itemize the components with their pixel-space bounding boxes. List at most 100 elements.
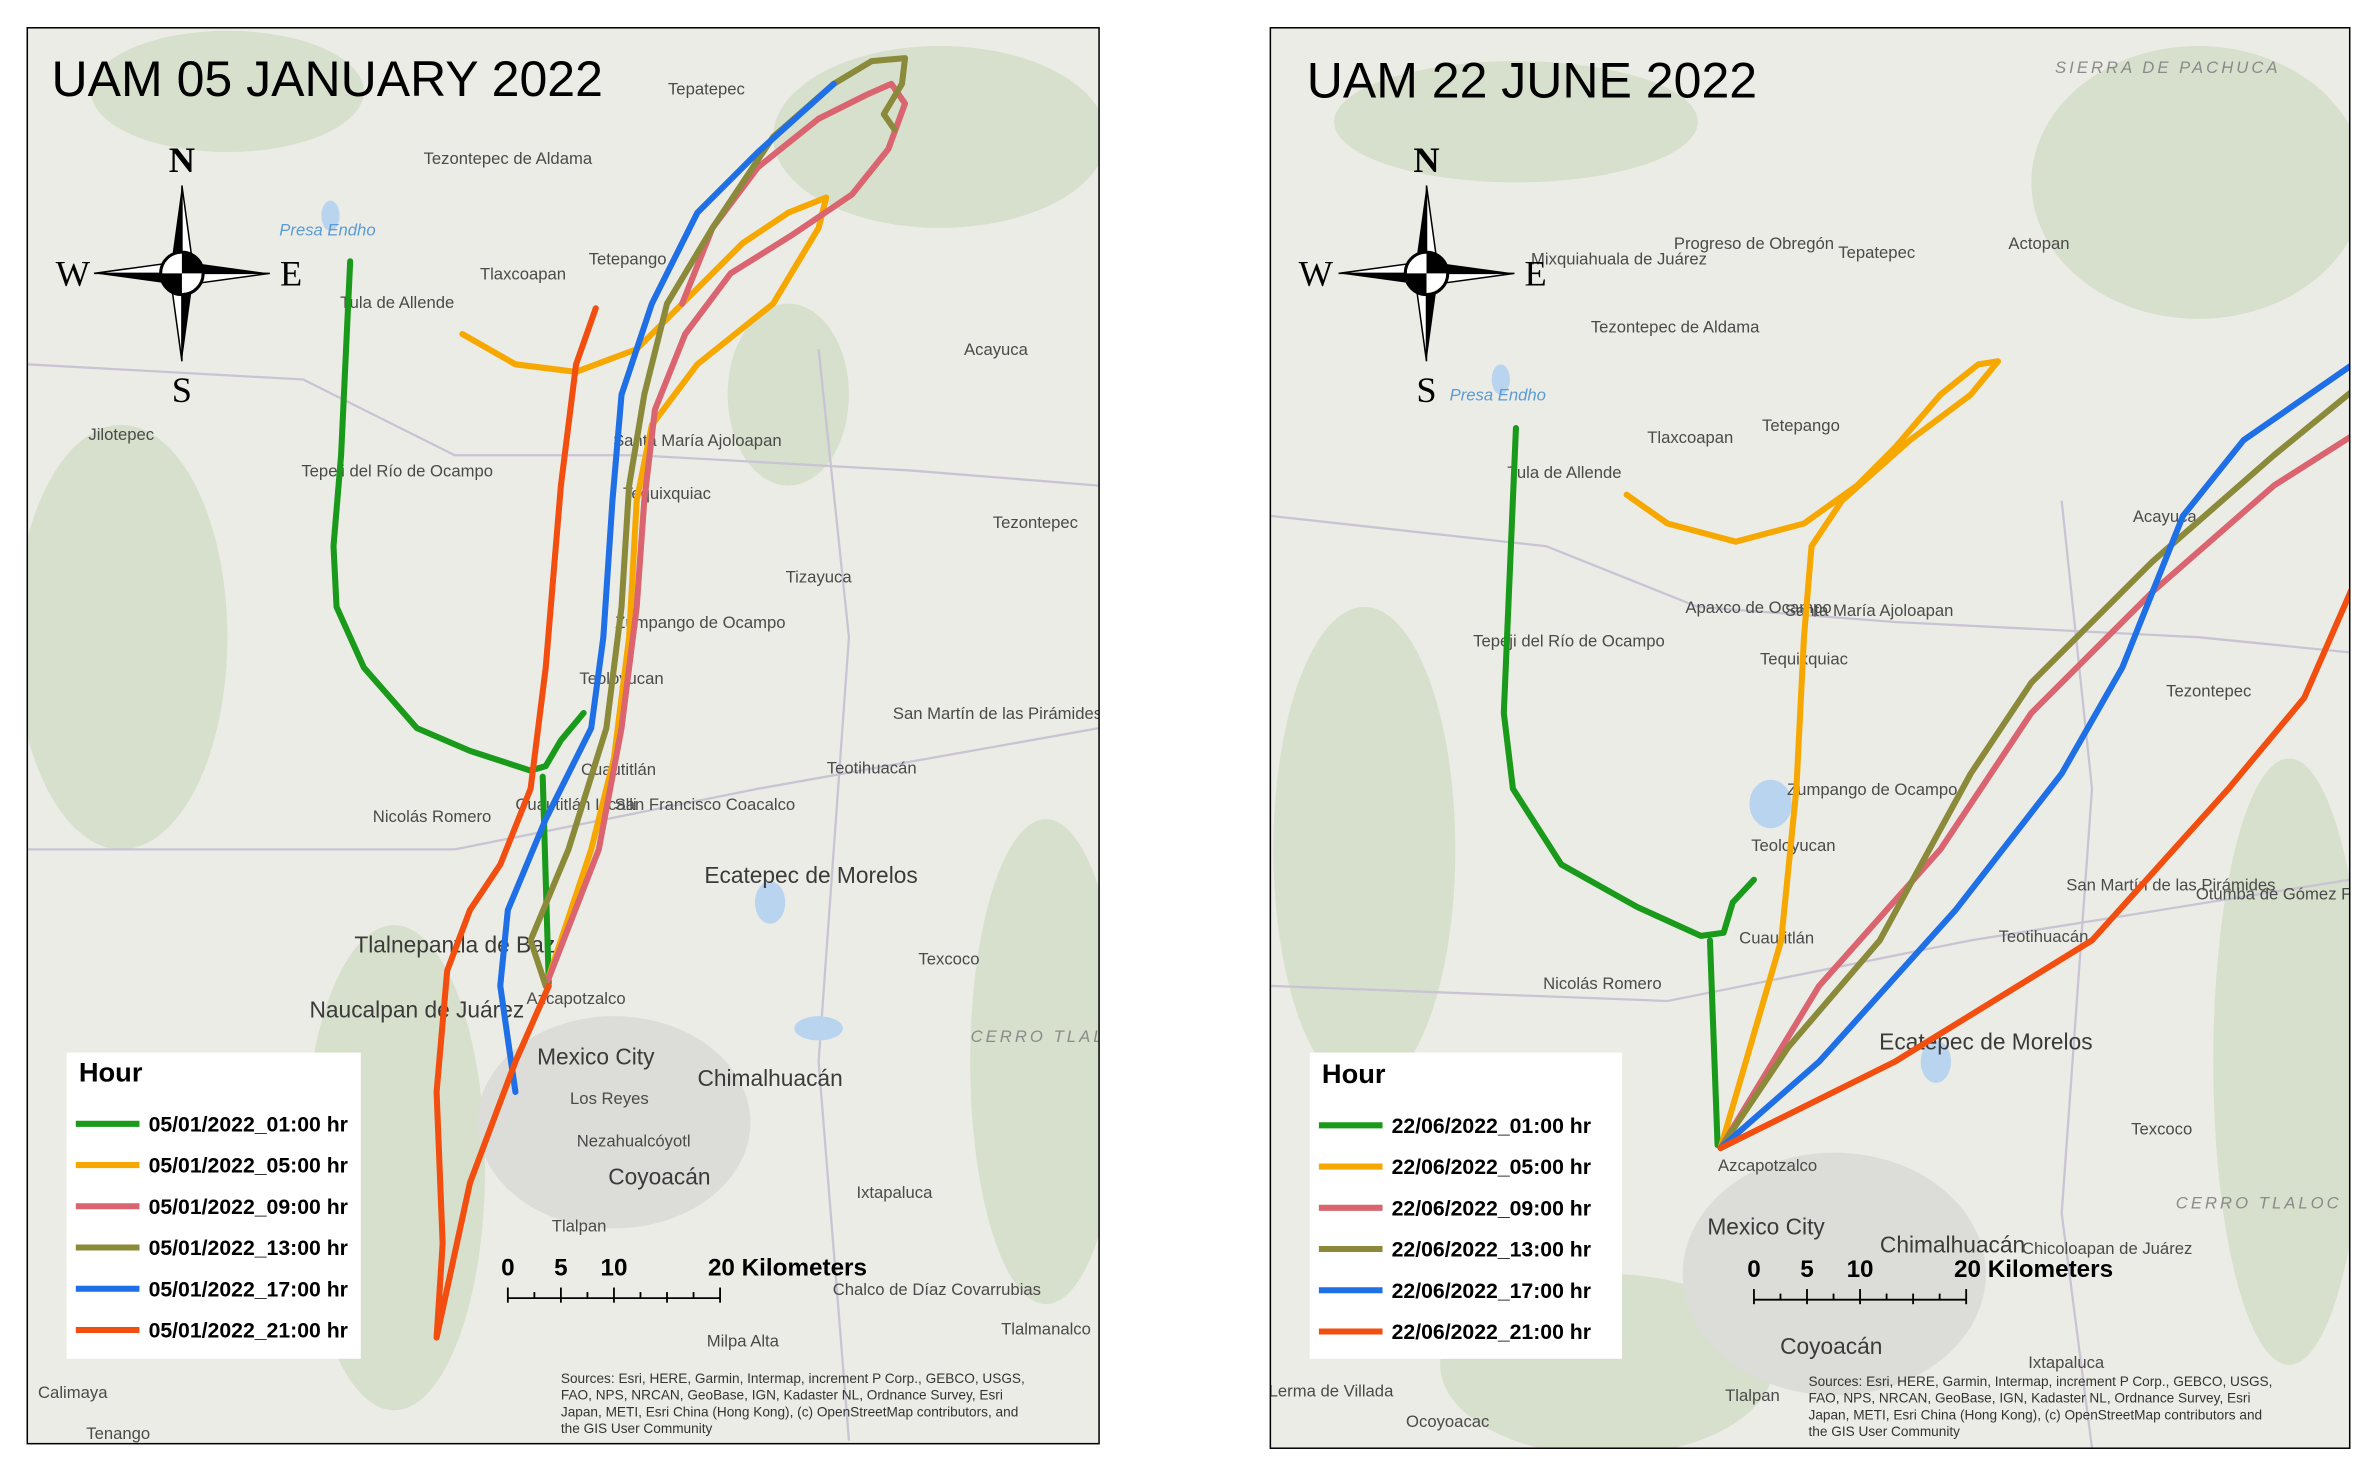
compass-label: W — [56, 253, 91, 293]
place-label: Tizayuca — [786, 568, 853, 587]
place-label: Zumpango de Ocampo — [615, 613, 785, 632]
trajectory — [459, 194, 830, 989]
place-label: Tlalpan — [552, 1216, 607, 1235]
place-label: Teotihuacán — [1999, 927, 2089, 946]
place-label: Mixquiahuala de Juárez — [1531, 249, 1707, 268]
place-label: Ixtapaluca — [2028, 1353, 2105, 1372]
place-label: Chimalhuacán — [697, 1065, 842, 1091]
compass-label: N — [169, 140, 195, 180]
place-label: Zumpango de Ocampo — [1787, 780, 1957, 799]
scale-label: 0 — [1747, 1256, 1761, 1283]
place-label: Tlaxcoapan — [480, 264, 566, 283]
scale-label: 10 — [1847, 1256, 1874, 1283]
scale-label: 20 Kilometers — [708, 1254, 867, 1281]
place-label: Texcoco — [2131, 1119, 2192, 1138]
lake — [321, 200, 340, 231]
legend-label: 05/01/2022_01:00 hr — [149, 1113, 348, 1136]
place-label: CERRO TLALOC — [971, 1027, 1137, 1046]
attribution-line: FAO, NPS, NRCAN, GeoBase, IGN, Kadaster … — [1809, 1391, 2251, 1406]
place-label: Chalco de Díaz Covarrubias — [833, 1280, 1041, 1299]
trajectories — [1500, 358, 2350, 1152]
place-label: Tenango — [86, 1424, 150, 1443]
legend-label: 05/01/2022_09:00 hr — [149, 1196, 348, 1219]
place-label: Apaxco de Ocampo — [1685, 598, 1831, 617]
legend-label: 22/06/2022_13:00 hr — [1392, 1239, 1591, 1262]
compass-label: N — [1413, 140, 1439, 180]
attribution: Sources: Esri, HERE, Garmin, Intermap, i… — [561, 1371, 1025, 1436]
place-label: Azcapotzalco — [527, 989, 626, 1008]
legend-label: 05/01/2022_17:00 hr — [149, 1278, 348, 1301]
place-label: Naucalpan de Juárez — [310, 997, 525, 1023]
place-label: Mexico City — [1707, 1213, 1825, 1239]
compass-label: W — [1299, 253, 1334, 293]
place-label: Santa María Ajoloapan — [1785, 601, 1954, 620]
place-label: Tepatepec — [1838, 243, 1915, 262]
place-label: Tezontepec — [2166, 681, 2251, 700]
legend-label: 22/06/2022_01:00 hr — [1392, 1115, 1591, 1138]
place-label: Mexico City — [537, 1044, 655, 1070]
place-label: Nicolás Romero — [373, 807, 491, 826]
place-label: Santa María Ajoloapan — [613, 431, 782, 450]
place-label: San Martín de las Pirámides — [2066, 875, 2275, 894]
panel-frame — [1269, 27, 2351, 1449]
lake — [754, 881, 786, 924]
legend: 05/01/2022_01:00 hr 05/01/2022_05:00 hr 05… — [75, 1113, 348, 1343]
trajectory — [527, 55, 909, 989]
place-label: Presa Endho — [279, 220, 375, 239]
place-label: Otumba de Gómez Farías — [2196, 884, 2377, 903]
place-label: Cuautitlán — [1739, 928, 1814, 947]
place-label: Tezontepec — [993, 513, 1078, 532]
place-label: Tetepango — [589, 249, 667, 268]
trajectory — [497, 80, 837, 1096]
attribution-line: the GIS User Community — [561, 1421, 713, 1436]
attribution-line: the GIS User Community — [1809, 1424, 1961, 1439]
place-label: Tezontepec de Aldama — [424, 149, 593, 168]
place-label: Actopan — [2008, 234, 2069, 253]
legend-label: 05/01/2022_13:00 hr — [149, 1237, 348, 1260]
compass-label: S — [1416, 370, 1436, 410]
scale-label: 10 — [600, 1254, 627, 1281]
place-label: Milpa Alta — [707, 1332, 780, 1351]
legend-label: 22/06/2022_21:00 hr — [1392, 1321, 1591, 1344]
place-labels: Tepatepec Tezontepec de Aldama Presa Endho… — [38, 79, 1137, 1443]
place-label: Los Reyes — [570, 1089, 649, 1108]
legend-title: Hour — [79, 1056, 143, 1087]
place-label: San Francisco Coacalco — [615, 795, 796, 814]
attribution-line: FAO, NPS, NRCAN, GeoBase, IGN, Kadaster … — [561, 1388, 1003, 1403]
place-label: Coyoacán — [1780, 1333, 1882, 1359]
trajectory — [542, 80, 909, 989]
place-label: Ixtapaluca — [856, 1183, 933, 1202]
compass-label: S — [172, 370, 192, 410]
place-label: Ocoyoacac — [1406, 1412, 1489, 1431]
trajectory — [1717, 586, 2350, 1152]
legend-label: 05/01/2022_05:00 hr — [149, 1155, 348, 1178]
panel-frame — [26, 27, 1100, 1445]
place-label: Calimaya — [38, 1383, 108, 1402]
scale-label: 5 — [554, 1254, 568, 1281]
trajectory — [1500, 424, 1757, 1149]
place-label: Progreso de Obregón — [1674, 234, 1834, 253]
terrain — [27, 30, 1100, 1411]
trajectory — [1717, 362, 2350, 1152]
terrain — [1273, 46, 2350, 1449]
scale-bar: 0 5 10 20 Kilometers — [1747, 1256, 2113, 1305]
legend-label: 05/01/2022_21:00 hr — [149, 1320, 348, 1343]
place-label: Tula de Allende — [340, 293, 454, 312]
place-label: Texcoco — [918, 950, 979, 969]
legend-label: 22/06/2022_09:00 hr — [1392, 1197, 1591, 1220]
lake — [794, 1016, 843, 1041]
place-label: Tepatepec — [668, 79, 745, 98]
scale-label: 5 — [1800, 1256, 1814, 1283]
place-label: Tepeji del Río de Ocampo — [1473, 631, 1665, 650]
scale-label: 0 — [501, 1254, 514, 1281]
attribution-line: Sources: Esri, HERE, Garmin, Intermap, i… — [1809, 1374, 2273, 1389]
attribution-line: Japan, METI, Esri China (Hong Kong), (c)… — [1809, 1407, 2263, 1422]
place-label: Tlaxcoapan — [1647, 428, 1733, 447]
place-label: Cuautitlán — [581, 760, 656, 779]
place-label: Coyoacán — [608, 1163, 710, 1189]
place-label: Teotihuacán — [827, 759, 917, 778]
urban-area — [477, 1016, 751, 1229]
place-label: Ecatepec de Morelos — [704, 862, 917, 888]
place-label: Tezontepec de Aldama — [1591, 317, 1760, 336]
